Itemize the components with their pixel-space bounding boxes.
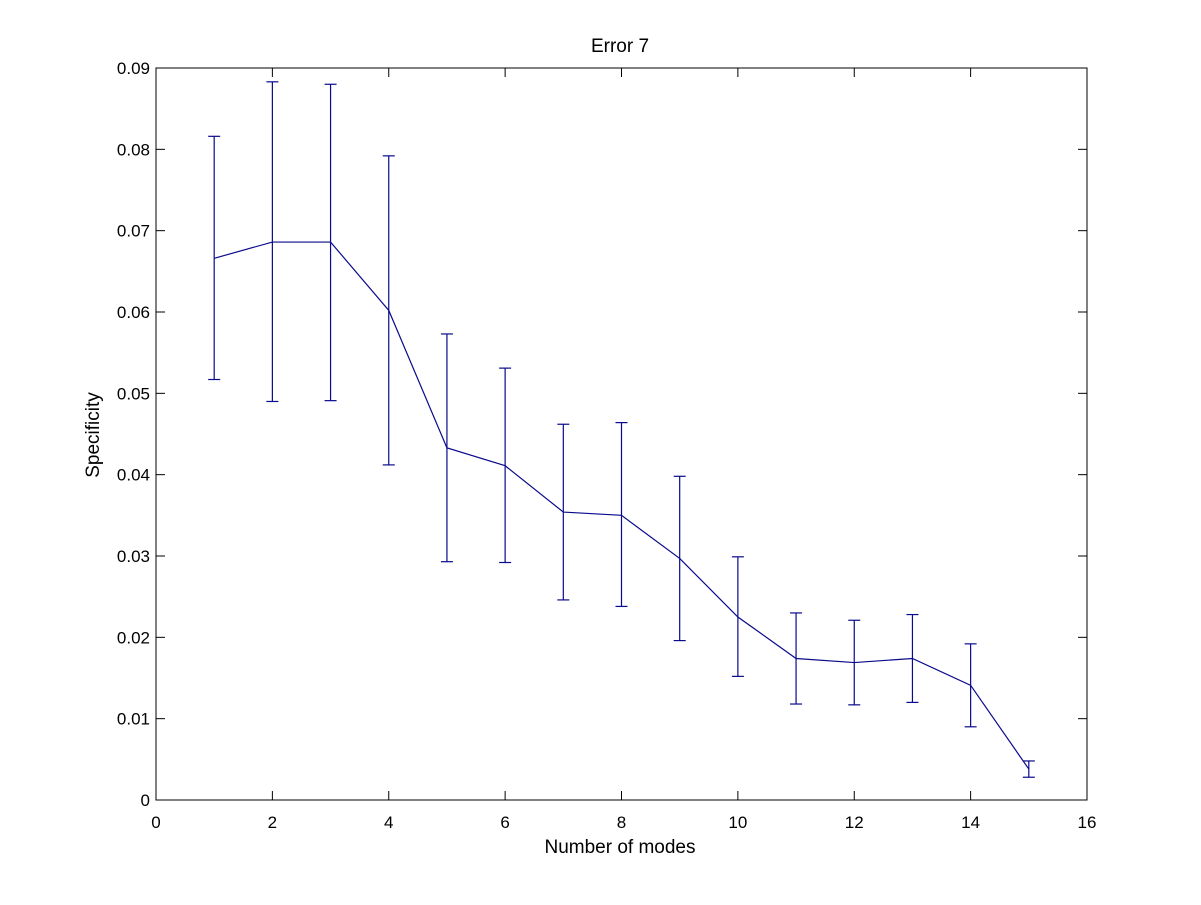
chart-title: Error 7	[591, 36, 649, 57]
x-tick-label: 14	[961, 813, 980, 832]
y-tick-label: 0.02	[117, 628, 150, 647]
y-tick-label: 0.05	[117, 384, 150, 403]
y-tick-label: 0	[141, 791, 150, 810]
x-tick-label: 12	[845, 813, 864, 832]
x-tick-label: 0	[151, 813, 160, 832]
y-tick-label: 0.06	[117, 303, 150, 322]
x-tick-label: 4	[384, 813, 393, 832]
x-tick-label: 6	[500, 813, 509, 832]
x-tick-label: 10	[728, 813, 747, 832]
y-tick-label: 0.08	[117, 140, 150, 159]
y-tick-label: 0.07	[117, 222, 150, 241]
y-tick-label: 0.03	[117, 547, 150, 566]
y-tick-label: 0.04	[117, 466, 150, 485]
y-tick-label: 0.09	[117, 59, 150, 78]
x-axis-label: Number of modes	[544, 837, 695, 858]
x-tick-label: 2	[268, 813, 277, 832]
x-tick-label: 8	[617, 813, 626, 832]
x-tick-label: 16	[1078, 813, 1097, 832]
y-axis-label: Specificity	[83, 392, 104, 478]
y-tick-label: 0.01	[117, 710, 150, 729]
